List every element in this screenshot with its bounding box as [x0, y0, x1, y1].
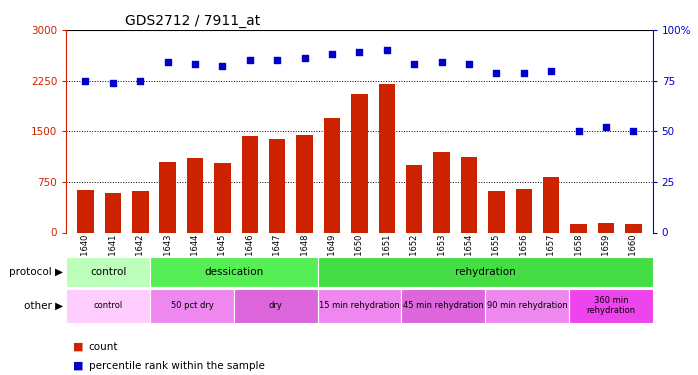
Bar [297, 135, 313, 232]
Bar [351, 94, 368, 232]
Bar [569, 289, 653, 322]
Bar [488, 190, 505, 232]
Point [299, 56, 310, 62]
Bar [318, 257, 653, 287]
Point [80, 78, 91, 84]
Point [354, 49, 365, 55]
Text: control: control [90, 267, 126, 277]
Bar [543, 177, 560, 232]
Text: count: count [89, 342, 118, 352]
Bar [401, 289, 485, 322]
Point [107, 80, 119, 86]
Text: 50 pct dry: 50 pct dry [170, 301, 214, 310]
Point [409, 62, 420, 68]
Point [327, 51, 338, 57]
Text: 90 min rehydration: 90 min rehydration [487, 301, 567, 310]
Point [436, 59, 447, 65]
Bar [269, 140, 285, 232]
Text: 15 min rehydration: 15 min rehydration [319, 301, 400, 310]
Bar [77, 190, 94, 232]
Point [573, 128, 584, 134]
Bar [242, 136, 258, 232]
Bar [150, 289, 234, 322]
Text: GDS2712 / 7911_at: GDS2712 / 7911_at [125, 13, 260, 28]
Bar [150, 257, 318, 287]
Text: 45 min rehydration: 45 min rehydration [403, 301, 484, 310]
Point [628, 128, 639, 134]
Bar [516, 189, 532, 232]
Bar [234, 289, 318, 322]
Point [272, 57, 283, 63]
Point [546, 68, 557, 74]
Bar [625, 224, 641, 232]
Bar [105, 194, 121, 232]
Point [244, 57, 255, 63]
Point [162, 59, 173, 65]
Text: rehydration: rehydration [454, 267, 516, 277]
Bar [66, 257, 150, 287]
Bar [485, 289, 569, 322]
Bar [570, 224, 587, 232]
Point [135, 78, 146, 84]
Text: dry: dry [269, 301, 283, 310]
Text: dessication: dessication [205, 267, 263, 277]
Bar [187, 158, 203, 232]
Text: 360 min
rehydration: 360 min rehydration [586, 296, 635, 315]
Text: other ▶: other ▶ [24, 301, 63, 310]
Bar [66, 289, 150, 322]
Bar [406, 165, 422, 232]
Text: ■: ■ [73, 342, 84, 352]
Bar [318, 289, 401, 322]
Text: control: control [94, 301, 123, 310]
Bar [433, 152, 450, 232]
Bar [378, 84, 395, 232]
Bar [597, 223, 614, 232]
Bar [132, 190, 149, 232]
Bar [159, 162, 176, 232]
Point [600, 124, 611, 130]
Text: protocol ▶: protocol ▶ [9, 267, 63, 277]
Point [381, 47, 392, 53]
Bar [214, 163, 231, 232]
Text: percentile rank within the sample: percentile rank within the sample [89, 361, 265, 370]
Point [463, 62, 475, 68]
Bar [324, 118, 341, 232]
Point [189, 62, 200, 68]
Bar [461, 157, 477, 232]
Point [519, 69, 530, 75]
Text: ■: ■ [73, 361, 84, 370]
Point [491, 69, 502, 75]
Point [217, 63, 228, 69]
